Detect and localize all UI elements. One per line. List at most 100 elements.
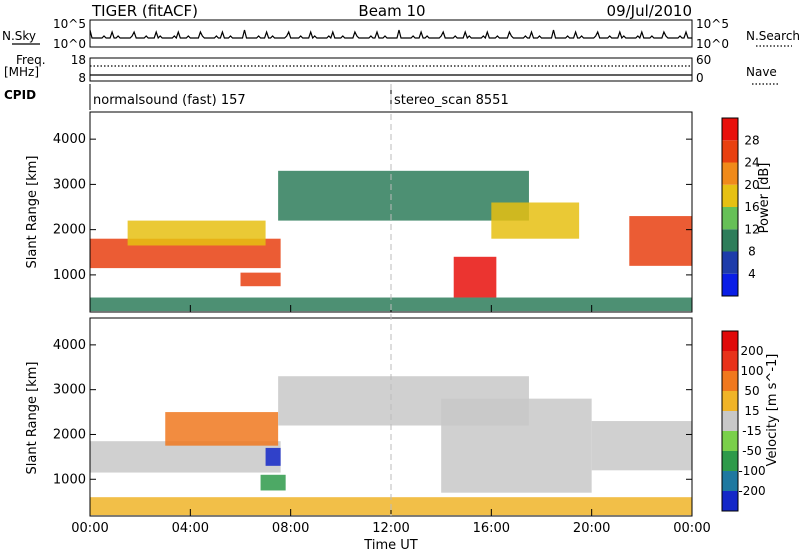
power-colorbar: 4 8 12 16 20 24 28 (721, 117, 760, 297)
scatter-region (278, 170, 529, 221)
time-tick-label: 12:00 (372, 521, 409, 536)
colorbar-swatch (722, 451, 738, 471)
power-panel: Slant Range [km] 1000 2000 3000 4000 4 8 12 16… (25, 111, 772, 313)
colorbar-tick-label: -200 (738, 484, 765, 498)
power-colorbar-label: Power [dB] (757, 163, 772, 234)
time-tick-label: 00:00 (71, 521, 108, 536)
time-tick-label: 16:00 (473, 521, 510, 536)
colorbar-tick-label: -15 (742, 424, 762, 438)
velocity-y-ticks: 1000 2000 3000 4000 (53, 338, 692, 487)
colorbar-swatch (722, 251, 738, 274)
time-axis-title: Time UT (363, 538, 417, 553)
colorbar-tick-label: 12 (744, 222, 759, 236)
scatter-region (441, 398, 592, 493)
scatter-region (165, 412, 279, 446)
nsky-tick-bottom: 10^0 (53, 37, 86, 51)
velocity-panel: Slant Range [km] 1000 2000 3000 4000 200 100… (25, 317, 780, 517)
colorbar-swatch (722, 162, 738, 185)
velocity-ylabel: Slant Range [km] (25, 362, 40, 475)
cpid-program-label: stereo_scan 8551 (394, 93, 509, 108)
colorbar-tick-label: -100 (738, 464, 765, 478)
date-label: 09/Jul/2010 (607, 2, 692, 20)
velocity-colorbar-label: Velocity [m s^-1] (765, 354, 780, 467)
nsearch-tick-top: 10^5 (696, 17, 729, 31)
colorbar-tick-label: -50 (742, 444, 762, 458)
y-tick-label: 3000 (53, 177, 86, 192)
colorbar-swatch (722, 371, 738, 391)
freq-tick-bottom: 8 (78, 71, 86, 85)
colorbar-swatch (722, 391, 738, 411)
colorbar-swatch (722, 184, 738, 207)
y-tick-label: 3000 (53, 383, 86, 398)
freq-tick-top: 18 (71, 53, 86, 67)
colorbar-swatch (722, 411, 738, 431)
power-x-ticks (89, 305, 693, 312)
scatter-region (591, 421, 692, 471)
colorbar-swatch (722, 273, 738, 296)
y-tick-label: 4000 (53, 338, 86, 353)
colorbar-swatch (722, 471, 738, 491)
beam-label: Beam 10 (358, 2, 425, 20)
nsky-tick-top: 10^5 (53, 17, 86, 31)
scatter-region (265, 447, 281, 466)
colorbar-swatch (722, 351, 738, 371)
radar-title: TIGER (fitACF) (91, 2, 198, 20)
colorbar-swatch (722, 431, 738, 451)
y-tick-label: 4000 (53, 132, 86, 147)
colorbar-tick-label: 28 (744, 133, 759, 147)
scatter-region (629, 216, 692, 266)
scatter-region (90, 441, 281, 473)
colorbar-frame (721, 330, 739, 512)
colorbar-swatch (722, 140, 738, 163)
nave-label: Nave (746, 65, 777, 79)
freq-frame (89, 57, 693, 82)
cpid-label: CPID (4, 88, 36, 102)
colorbar-tick-label: 50 (744, 384, 759, 398)
scatter-region (453, 256, 497, 298)
colorbar-tick-label: 200 (741, 344, 764, 358)
colorbar-swatch (722, 331, 738, 351)
colorbar-swatch (722, 207, 738, 230)
y-tick-label: 2000 (53, 223, 86, 238)
time-tick-label: 04:00 (172, 521, 209, 536)
velocity-colorbar: 200 100 50 15 -15 -50 -100 -200 (721, 330, 766, 512)
velocity-x-ticks (89, 509, 693, 516)
scatter-region (240, 272, 281, 287)
nsearch-label: N.Search (746, 29, 800, 43)
time-tick-label: 00:00 (673, 521, 710, 536)
freq-unit: [MHz] (4, 65, 39, 79)
cpid-row: normalsound (fast) 157 stereo_scan 8551 (89, 84, 509, 110)
freq-strip: Freq. [MHz] 18 8 Nave 60 0 (4, 53, 780, 85)
colorbar-tick-label: 24 (744, 156, 759, 170)
nave-tick-bottom: 0 (696, 71, 704, 85)
nave-tick-top: 60 (696, 53, 711, 67)
time-tick-label: 20:00 (573, 521, 610, 536)
time-axis-labels: 00:00 04:00 08:00 12:00 16:00 20:00 00:00 (71, 521, 710, 536)
colorbar-swatch (722, 118, 738, 141)
power-y-ticks: 1000 2000 3000 4000 (53, 132, 692, 283)
colorbar-tick-label: 4 (748, 267, 756, 281)
nsearch-tick-bottom: 10^0 (696, 37, 729, 51)
nsky-trace (89, 29, 692, 40)
power-ylabel: Slant Range [km] (25, 156, 40, 269)
colorbar-tick-label: 100 (741, 364, 764, 378)
cpid-program-label: normalsound (fast) 157 (93, 93, 246, 108)
freq-label: Freq. (16, 53, 46, 67)
nsky-label: N.Sky (2, 29, 36, 43)
scatter-region (127, 220, 266, 246)
scatter-region (260, 474, 286, 491)
nsky-frame (89, 19, 693, 48)
colorbar-tick-label: 20 (744, 178, 759, 192)
colorbar-swatch (722, 491, 738, 511)
time-tick-label: 08:00 (272, 521, 309, 536)
nsky-trace-line (89, 29, 692, 40)
colorbar-tick-label: 16 (744, 200, 759, 214)
y-tick-label: 1000 (53, 268, 86, 283)
colorbar-swatch (722, 229, 738, 252)
nsky-strip: N.Sky 10^5 10^0 N.Search 10^5 10^0 (2, 17, 800, 51)
y-tick-label: 1000 (53, 472, 86, 487)
colorbar-frame (721, 117, 739, 297)
scatter-region (491, 202, 580, 239)
colorbar-tick-label: 8 (748, 245, 756, 259)
